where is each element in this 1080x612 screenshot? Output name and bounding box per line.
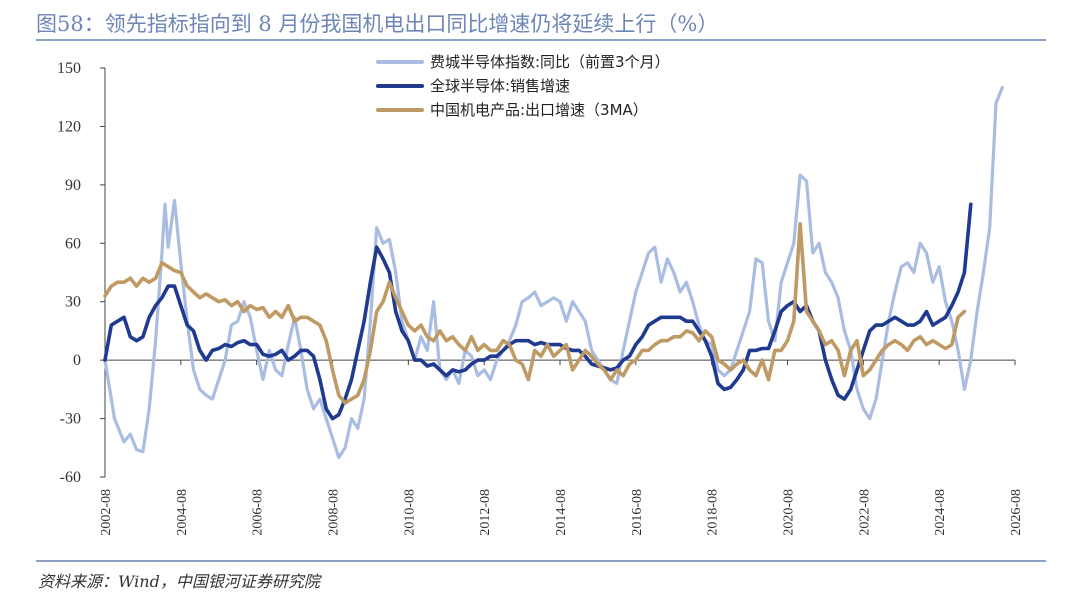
- x-tick-label: 2026-08: [1009, 489, 1024, 536]
- x-tick-label: 2002-08: [99, 489, 114, 536]
- chart-legend: 费城半导体指数:同比（前置3个月） 全球半导体:销售增速中国机电产品:出口增速（3…: [376, 53, 670, 119]
- y-tick-label: -30: [60, 411, 81, 428]
- chart-title: 图58：领先指标指向到 8 月份我国机电出口同比增速仍将延续上行（%）: [36, 12, 719, 36]
- y-tick-label: 30: [65, 294, 81, 311]
- x-tick-label: 2024-08: [933, 489, 948, 536]
- y-tick-label: -60: [60, 469, 81, 486]
- y-tick-label: 150: [57, 60, 81, 77]
- title-rule: [36, 39, 1046, 41]
- x-tick-label: 2016-08: [630, 489, 645, 536]
- x-tick-label: 2020-08: [782, 489, 797, 536]
- x-tick-label: 2004-08: [175, 489, 190, 536]
- series-line-china-mech-exports: [103, 222, 967, 405]
- y-tick-label: 90: [65, 177, 81, 194]
- x-tick-label: 2006-08: [251, 489, 266, 536]
- x-tick-label: 2008-08: [327, 489, 342, 536]
- y-tick-label: 0: [73, 352, 81, 369]
- chart-axes: -60 -30 0 30 60 90 120 150 2002-08 2004-08 2006-08…: [57, 60, 1024, 536]
- y-tick-label: 60: [65, 235, 81, 252]
- x-tick-label: 2022-08: [857, 489, 872, 536]
- x-tick-label: 2014-08: [554, 489, 569, 536]
- series-line-consumer-semi-index: [103, 85, 1004, 460]
- legend-item-china-mech-exports: 中国机电产品:出口增速（3MA）: [376, 101, 648, 119]
- source-rule: [36, 560, 1046, 562]
- x-tick-label: 2012-08: [478, 489, 493, 536]
- chart-series: [103, 85, 1004, 460]
- y-tick-label: 120: [57, 118, 81, 135]
- x-tick-label: 2018-08: [706, 489, 721, 536]
- legend-item-global-semi-sales: 全球半导体:销售增速: [376, 77, 570, 95]
- x-tick-label: 2010-08: [402, 489, 417, 536]
- legend-label: 费城半导体指数:同比（前置3个月）: [430, 53, 670, 71]
- line-chart: -60 -30 0 30 60 90 120 150 2002-08 2004-08 2006-08…: [57, 53, 1024, 536]
- legend-label: 全球半导体:销售增速: [430, 77, 570, 95]
- series-line-global-semi-sales: [103, 202, 973, 421]
- legend-item-consumer-semi-index: 费城半导体指数:同比（前置3个月）: [376, 53, 670, 71]
- source-note: 资料来源：Wind，中国银河证券研究院: [38, 572, 320, 591]
- legend-label: 中国机电产品:出口增速（3MA）: [430, 101, 648, 119]
